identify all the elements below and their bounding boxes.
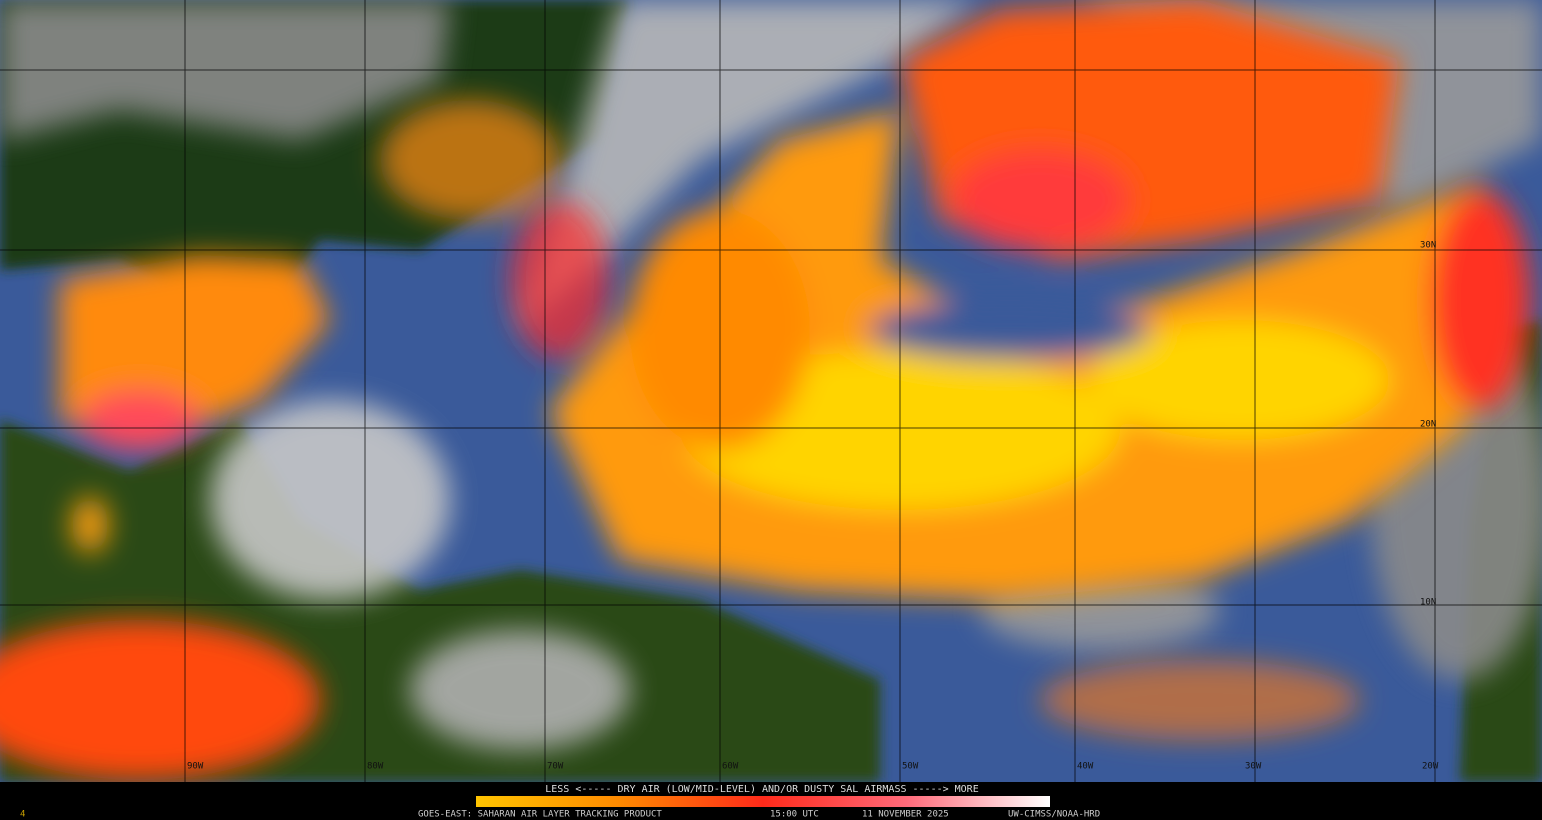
lon-label: 70W [547,762,564,772]
lon-label: 90W [187,762,204,772]
lon-label: 80W [367,762,384,772]
lon-label: 40W [1077,762,1094,772]
lon-label: 20W [1422,762,1439,772]
product-name: GOES-EAST: SAHARAN AIR LAYER TRACKING PR… [418,810,662,820]
lat-label: 30N [1420,241,1436,251]
legend-caption: LESS <----- DRY AIR (LOW/MID-LEVEL) AND/… [545,784,978,795]
lon-label: 50W [902,762,919,772]
credit: UW-CIMSS/NOAA-HRD [1008,810,1100,820]
imagery [0,0,1542,782]
legend-colorbar [476,796,1050,807]
grid [0,0,1542,782]
lat-label: 10N [1420,598,1436,608]
lon-label: 30W [1245,762,1262,772]
lat-label: 20N [1420,420,1436,430]
date: 11 NOVEMBER 2025 [862,810,949,820]
lon-label: 60W [722,762,739,772]
frame-number: 4 [20,810,25,820]
lon-labels: 90W 80W 70W 60W 50W 40W 30W 20W [187,762,1439,772]
time: 15:00 UTC [770,810,819,820]
lat-labels: 30N 20N 10N [1420,241,1436,608]
